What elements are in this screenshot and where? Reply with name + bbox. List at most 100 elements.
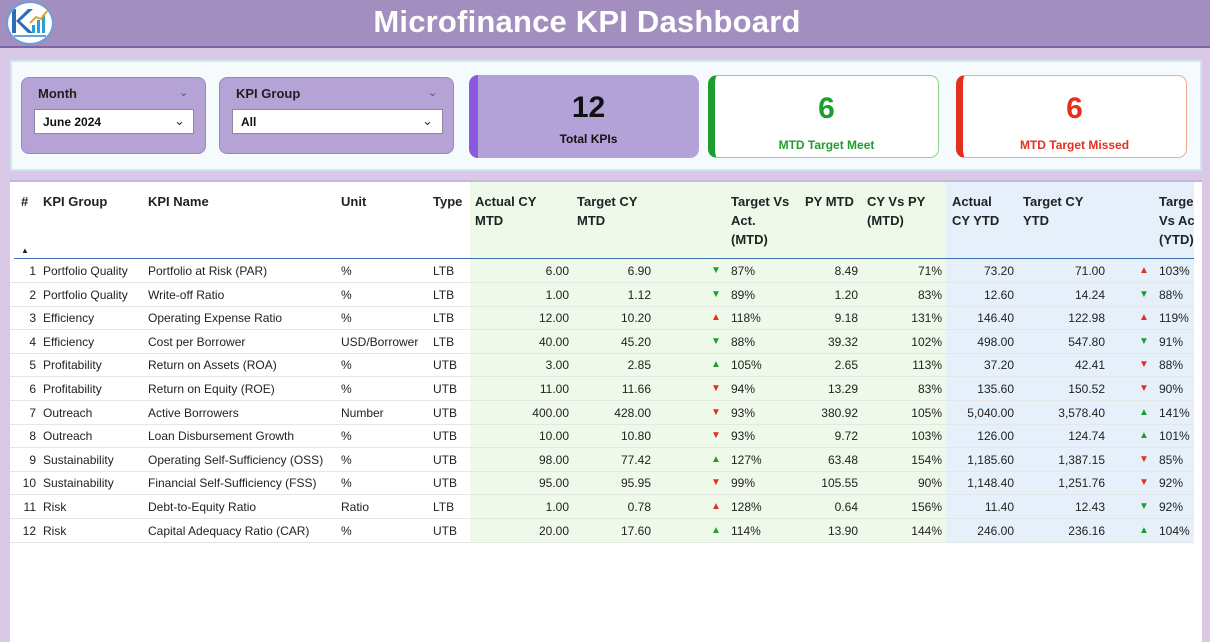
- table-row[interactable]: 9 Sustainability Operating Self-Sufficienc…: [10, 449, 1194, 472]
- cell-cy-vs-py-mtd: 71%: [917, 264, 942, 278]
- triangle-down-icon: ▼: [711, 430, 721, 442]
- header-line: MTD: [577, 213, 606, 228]
- cell-py-mtd: 39.32: [827, 334, 858, 349]
- cell-actual-cy-mtd: 98.00: [538, 452, 569, 467]
- cell-kpi-name: Debt-to-Equity Ratio: [148, 500, 257, 514]
- triangle-up-icon: ▲: [1139, 524, 1149, 536]
- cell-target-vs-act-ytd: 104%: [1159, 523, 1190, 538]
- cell-kpi-group: Profitability: [43, 358, 102, 373]
- table-row[interactable]: 3 Efficiency Operating Expense Ratio% LTB 12…: [10, 307, 1194, 331]
- triangle-up-icon: ▲: [711, 312, 721, 324]
- cell-type: LTB: [433, 311, 455, 326]
- cell-py-mtd: 9.72: [834, 429, 858, 444]
- col-header-kpi-group[interactable]: KPI Group: [43, 194, 108, 209]
- cell-actual-cy-mtd: 400.00: [532, 405, 569, 420]
- cell-actual-cy-ytd: 11.40: [984, 500, 1014, 514]
- cell-target-vs-act-ytd: 88%: [1159, 358, 1184, 373]
- cell-target-cy-mtd: 95.95: [620, 476, 651, 491]
- header-line: Actual: [952, 194, 992, 209]
- triangle-down-icon: ▼: [711, 265, 721, 276]
- cell-target-vs-act-ytd: 90%: [1159, 382, 1184, 396]
- cell-cy-vs-py-mtd: 144%: [911, 523, 942, 538]
- col-header-target-vs-act-ytd[interactable]: Targe Vs Ac (YTD): [1159, 192, 1195, 249]
- table-row[interactable]: 7 Outreach Active Borrowers Number UTB 400.00…: [10, 402, 1194, 425]
- table-row[interactable]: 11 Risk Debt-to-Equity Ratio Ratio LTB 1.00 0.…: [10, 496, 1194, 519]
- header-line: Act.: [731, 213, 756, 228]
- triangle-up-icon: ▲: [1139, 430, 1149, 442]
- cell-actual-cy-ytd: 135.60: [977, 382, 1014, 396]
- cell-py-mtd: 2.65: [834, 358, 858, 373]
- triangle-up-icon: ▲: [711, 453, 721, 465]
- kpi-group-slicer[interactable]: KPI Group ⌄ All ⌄: [219, 77, 454, 154]
- table-row[interactable]: 8 Outreach Loan Disbursement Growth% UTB 10.…: [10, 425, 1194, 449]
- cell-target-vs-act-mtd: 99%: [731, 476, 756, 491]
- cell-num: 9: [29, 452, 36, 467]
- cell-type: UTB: [433, 405, 457, 420]
- month-slicer-label: Month: [38, 86, 77, 101]
- collapse-chevron-icon[interactable]: ⌄: [428, 87, 438, 99]
- col-header-target-vs-act-mtd[interactable]: Target Vs Act. (MTD): [731, 192, 789, 249]
- header-line: CY Vs PY: [867, 194, 926, 209]
- cell-actual-cy-ytd: 1,185.60: [967, 452, 1014, 467]
- col-header-actual-cy-mtd[interactable]: Actual CY MTD: [475, 192, 536, 230]
- header-line: (YTD): [1159, 232, 1194, 247]
- table-row[interactable]: 5 Profitability Return on Assets (ROA)% UTB…: [10, 354, 1194, 378]
- triangle-down-icon: ▼: [711, 288, 721, 300]
- chevron-down-icon[interactable]: ⌄: [174, 113, 185, 128]
- month-dropdown[interactable]: June 2024 ⌄: [34, 109, 194, 134]
- cell-target-vs-act-mtd: 128%: [731, 500, 762, 514]
- cell-cy-vs-py-mtd: 102%: [911, 334, 942, 349]
- header-line: (MTD): [867, 213, 904, 228]
- triangle-up-icon: ▲: [1139, 312, 1149, 324]
- cell-target-cy-ytd: 42.41: [1074, 358, 1105, 373]
- col-header-num[interactable]: #: [21, 194, 29, 209]
- cell-actual-cy-mtd: 11.00: [539, 382, 569, 396]
- cell-unit: %: [341, 358, 352, 373]
- cell-kpi-name: Return on Assets (ROA): [148, 358, 277, 373]
- table-row[interactable]: 12 Risk Capital Adequacy Ratio (CAR)% UTB 20…: [10, 520, 1194, 543]
- table-row[interactable]: 6 Profitability Return on Equity (ROE)% UTB…: [10, 378, 1194, 401]
- cell-target-vs-act-ytd: 103%: [1159, 264, 1190, 278]
- cell-num: 6: [29, 382, 36, 396]
- cell-num: 2: [29, 287, 36, 302]
- cell-num: 4: [29, 334, 36, 349]
- cell-target-vs-act-mtd: 93%: [731, 405, 756, 420]
- cell-py-mtd: 9.18: [834, 311, 858, 326]
- cell-kpi-group: Sustainability: [43, 476, 114, 491]
- cell-kpi-group: Portfolio Quality: [43, 264, 128, 278]
- cell-actual-cy-ytd: 5,040.00: [967, 405, 1014, 420]
- cell-unit: %: [341, 287, 352, 302]
- cell-kpi-group: Efficiency: [43, 311, 95, 326]
- cell-cy-vs-py-mtd: 105%: [911, 405, 942, 420]
- sort-ascending-icon[interactable]: ▲: [21, 246, 29, 255]
- cell-actual-cy-ytd: 498.00: [977, 334, 1014, 349]
- month-slicer[interactable]: Month ⌄ June 2024 ⌄: [21, 77, 206, 154]
- header-line: MTD: [475, 213, 504, 228]
- col-header-type[interactable]: Type: [433, 194, 463, 209]
- table-row[interactable]: 1 Portfolio Quality Portfolio at Risk (PAR…: [10, 260, 1194, 283]
- table-row[interactable]: 4 Efficiency Cost per Borrower USD/Borrower…: [10, 331, 1194, 354]
- mtd-target-missed-card: 6 MTD Target Missed: [956, 75, 1187, 158]
- cell-target-cy-ytd: 124.74: [1068, 429, 1105, 444]
- collapse-chevron-icon[interactable]: ⌄: [179, 87, 189, 99]
- col-header-py-mtd[interactable]: PY MTD: [805, 194, 854, 209]
- cell-target-vs-act-mtd: 105%: [731, 358, 762, 373]
- col-header-unit[interactable]: Unit: [341, 194, 367, 209]
- col-header-target-cy-ytd[interactable]: Target CY YTD: [1023, 192, 1083, 230]
- cell-py-mtd: 63.48: [827, 452, 858, 467]
- col-header-cy-vs-py-mtd[interactable]: CY Vs PY (MTD): [867, 192, 925, 230]
- cell-target-vs-act-ytd: 101%: [1159, 429, 1190, 444]
- col-header-kpi-name[interactable]: KPI Name: [148, 194, 209, 209]
- col-header-actual-cy-ytd[interactable]: Actual CY YTD: [952, 192, 999, 230]
- cell-num: 5: [29, 358, 36, 373]
- chevron-down-icon[interactable]: ⌄: [422, 113, 433, 128]
- cell-target-vs-act-ytd: 141%: [1159, 405, 1190, 420]
- col-header-target-cy-mtd[interactable]: Target CY MTD: [577, 192, 637, 230]
- cell-target-vs-act-ytd: 92%: [1159, 476, 1184, 491]
- cell-target-vs-act-mtd: 94%: [731, 382, 756, 396]
- table-row[interactable]: 10 Sustainability Financial Self-Sufficien…: [10, 472, 1194, 496]
- kpi-group-dropdown[interactable]: All ⌄: [232, 109, 443, 134]
- triangle-down-icon: ▼: [1139, 501, 1149, 512]
- table-row[interactable]: 2 Portfolio Quality Write-off Ratio% LTB 1.0…: [10, 284, 1194, 307]
- triangle-up-icon: ▲: [711, 524, 721, 536]
